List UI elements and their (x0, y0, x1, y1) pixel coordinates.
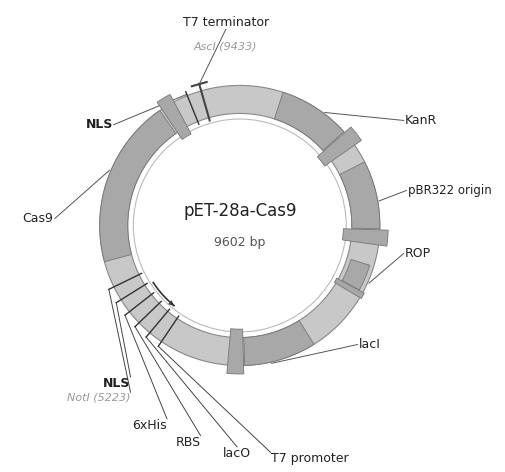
Text: pET-28a-Cas9: pET-28a-Cas9 (183, 202, 296, 220)
Polygon shape (99, 110, 175, 262)
Text: T7 terminator: T7 terminator (182, 17, 268, 29)
Polygon shape (334, 278, 364, 298)
Text: 9602 bp: 9602 bp (214, 236, 265, 249)
Text: lacI: lacI (358, 338, 380, 351)
Text: KanR: KanR (405, 114, 436, 127)
Polygon shape (339, 162, 379, 229)
Text: ROP: ROP (405, 247, 430, 260)
Text: pBR322 origin: pBR322 origin (407, 184, 491, 197)
Polygon shape (341, 260, 369, 290)
Text: T7 promoter: T7 promoter (270, 452, 347, 465)
Text: NLS: NLS (103, 377, 130, 390)
Text: AscI (9433): AscI (9433) (193, 42, 257, 52)
Polygon shape (274, 93, 343, 151)
Polygon shape (157, 94, 191, 139)
Polygon shape (226, 329, 243, 374)
Polygon shape (243, 320, 314, 365)
Text: NLS: NLS (86, 118, 114, 131)
Polygon shape (99, 85, 379, 365)
Text: 6xHis: 6xHis (132, 419, 167, 432)
Text: lacO: lacO (223, 447, 250, 460)
Text: RBS: RBS (175, 436, 200, 448)
Polygon shape (317, 127, 361, 166)
Text: Cas9: Cas9 (23, 212, 54, 225)
Text: NotI (5223): NotI (5223) (67, 392, 130, 402)
Polygon shape (342, 229, 387, 246)
